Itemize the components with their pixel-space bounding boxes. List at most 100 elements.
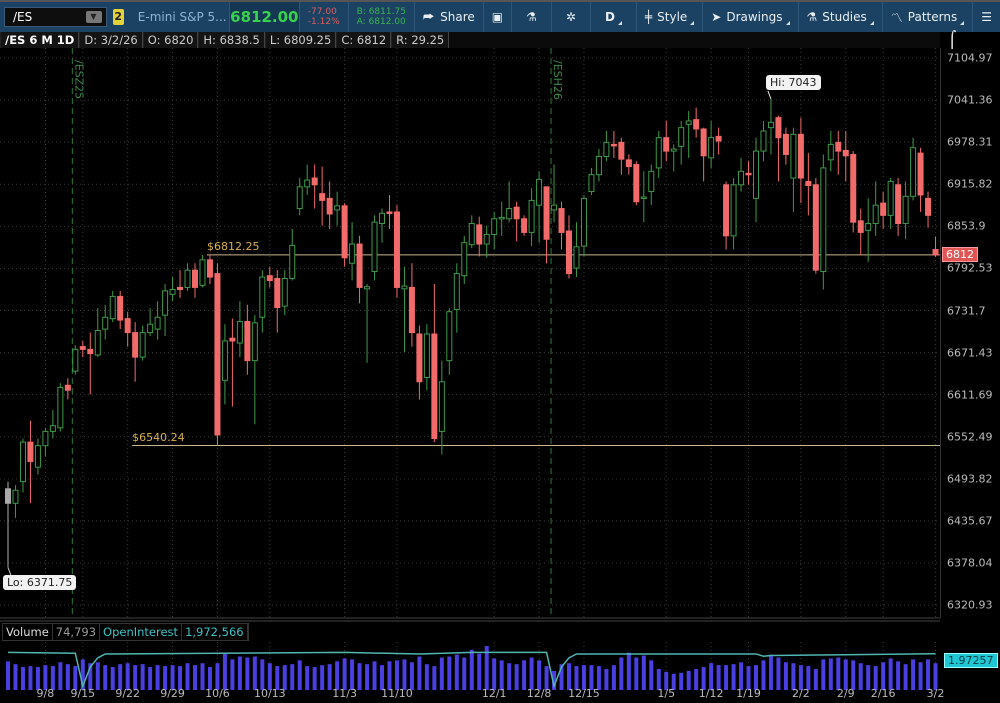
candle[interactable] [685, 110, 692, 158]
candle[interactable] [887, 178, 894, 229]
candle[interactable] [386, 194, 393, 229]
candle[interactable] [221, 324, 228, 405]
candle[interactable] [655, 130, 662, 179]
candle[interactable] [850, 151, 857, 233]
candle[interactable] [857, 208, 864, 256]
candle[interactable] [842, 130, 849, 182]
candle[interactable] [551, 164, 558, 223]
candle[interactable] [663, 120, 670, 162]
candle[interactable] [895, 178, 902, 236]
share-button[interactable]: ⮫ Share [415, 2, 484, 32]
candle[interactable] [797, 117, 804, 204]
candle[interactable] [177, 270, 184, 298]
candle[interactable] [910, 137, 917, 201]
settings-button[interactable]: ✲ [552, 2, 591, 32]
candle[interactable] [678, 120, 685, 165]
candle[interactable] [483, 225, 490, 258]
candle[interactable] [446, 308, 453, 375]
candle[interactable] [543, 186, 550, 264]
candle[interactable] [625, 154, 632, 175]
candle[interactable] [528, 188, 535, 247]
candle[interactable] [184, 263, 191, 291]
candle[interactable] [827, 130, 834, 172]
candle[interactable] [5, 481, 11, 568]
candle[interactable] [453, 263, 460, 333]
candle[interactable] [244, 304, 251, 375]
candle[interactable] [902, 181, 909, 240]
candle[interactable] [423, 324, 430, 391]
candle[interactable] [199, 255, 206, 288]
candle[interactable] [925, 191, 932, 228]
symbol-selector[interactable]: /ES ▼ [4, 7, 107, 27]
style-button[interactable]: ╪ Style [637, 2, 704, 32]
menu-button[interactable]: ☰ [973, 2, 1000, 32]
snapshot-button[interactable]: ▣ [484, 2, 513, 32]
candle[interactable] [932, 236, 939, 257]
candle[interactable] [648, 164, 655, 206]
candle[interactable] [431, 283, 438, 443]
candle[interactable] [319, 166, 326, 226]
candle[interactable] [64, 378, 71, 400]
candle[interactable] [506, 181, 513, 223]
candle[interactable] [94, 308, 101, 358]
price-chart[interactable]: /ESZ25/ESH26 [0, 48, 940, 618]
candle[interactable] [109, 290, 116, 323]
candle[interactable] [558, 201, 565, 250]
volume-chart[interactable] [0, 642, 940, 690]
candle[interactable] [670, 144, 677, 172]
candle[interactable] [745, 161, 752, 185]
candle[interactable] [401, 266, 408, 353]
candle[interactable] [34, 438, 41, 475]
candle[interactable] [229, 318, 236, 407]
candle[interactable] [595, 149, 602, 182]
candle[interactable] [192, 263, 198, 298]
candle[interactable] [730, 178, 737, 250]
candle[interactable] [640, 171, 647, 223]
candle[interactable] [491, 211, 498, 250]
candle[interactable] [326, 181, 333, 229]
candle[interactable] [49, 410, 56, 439]
candle[interactable] [610, 130, 617, 158]
candle[interactable] [760, 120, 767, 162]
candle[interactable] [139, 325, 146, 361]
candle[interactable] [364, 283, 371, 363]
candle[interactable] [42, 427, 49, 457]
candle[interactable] [917, 147, 924, 212]
candle[interactable] [341, 203, 348, 267]
candle[interactable] [281, 270, 288, 316]
candle[interactable] [633, 161, 640, 206]
candle[interactable] [865, 198, 872, 262]
candle[interactable] [87, 332, 94, 395]
candle[interactable] [573, 222, 580, 278]
candle[interactable] [566, 215, 572, 279]
candle[interactable] [274, 270, 281, 333]
candle[interactable] [782, 127, 789, 165]
candle[interactable] [169, 277, 176, 302]
candle[interactable] [356, 235, 363, 304]
candle[interactable] [775, 115, 782, 182]
candle[interactable] [416, 325, 423, 400]
candle[interactable] [790, 127, 797, 212]
candle[interactable] [296, 178, 303, 216]
expand-chart-icon[interactable]: ⌠ [948, 30, 957, 49]
candle[interactable] [536, 171, 543, 243]
candle[interactable] [371, 215, 378, 281]
candle[interactable] [289, 228, 296, 281]
patterns-button[interactable]: 〽 Patterns [883, 2, 974, 32]
candle[interactable] [880, 191, 887, 229]
candle[interactable] [805, 153, 812, 216]
candle[interactable] [334, 191, 341, 226]
candle[interactable] [206, 254, 213, 284]
candle[interactable] [767, 98, 774, 155]
candle[interactable] [476, 216, 483, 257]
candle[interactable] [251, 315, 258, 425]
candle[interactable] [408, 263, 415, 347]
candle[interactable] [723, 181, 730, 250]
candle[interactable] [618, 137, 625, 175]
candle[interactable] [393, 205, 400, 298]
candle[interactable] [521, 215, 528, 236]
candle[interactable] [259, 270, 266, 333]
candle[interactable] [27, 420, 34, 504]
candle[interactable] [820, 154, 827, 290]
flask-button[interactable]: ⚗ [512, 2, 552, 32]
